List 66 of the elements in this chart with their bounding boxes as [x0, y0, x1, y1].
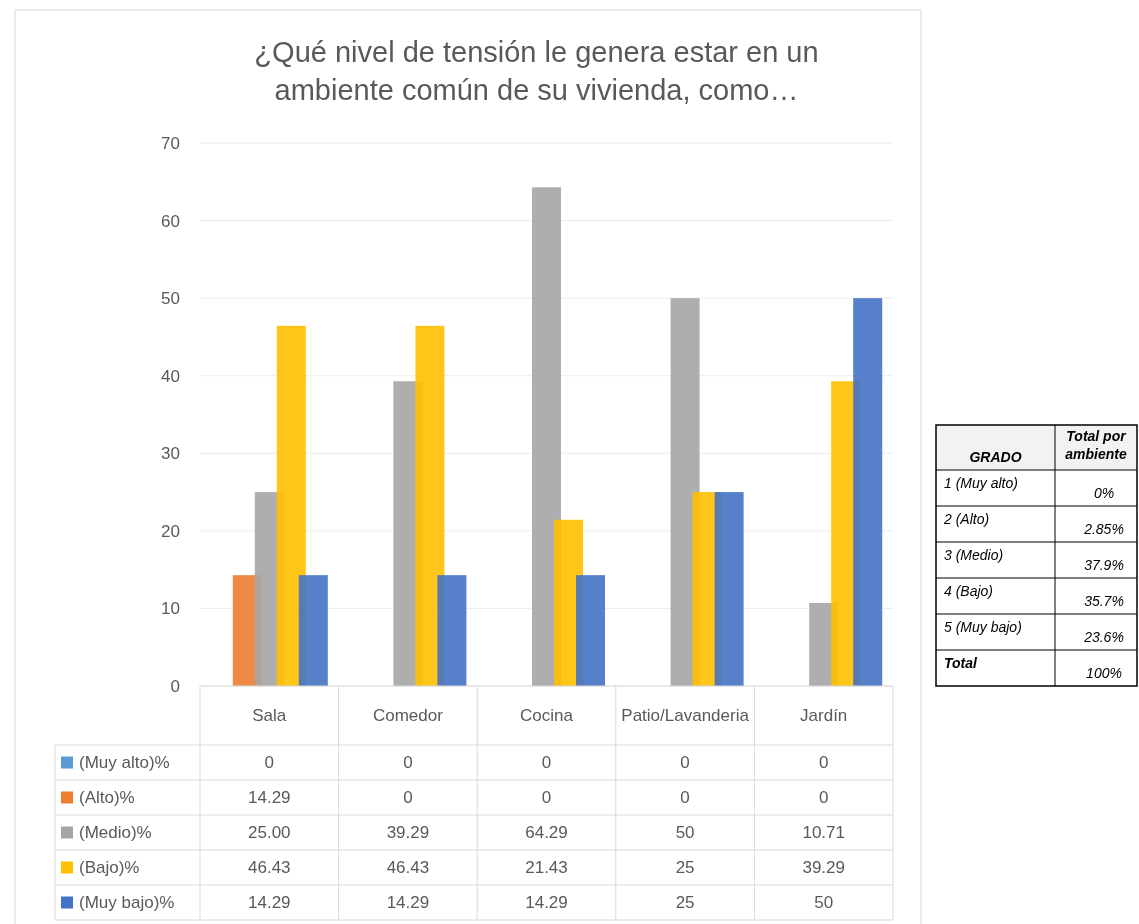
- text: 100%: [1086, 665, 1122, 681]
- text: Total por ambiente: [1065, 428, 1128, 462]
- data-label: 0: [680, 753, 690, 773]
- data-label: 64.29: [525, 823, 568, 843]
- bar: [853, 298, 883, 686]
- category-label: 1 (Muy alto): [944, 475, 1018, 491]
- y-tick-label: 0: [170, 676, 180, 696]
- data-label: 0: [680, 788, 690, 808]
- y-tick-label: 50: [161, 289, 180, 309]
- x-tick-label: Sala: [252, 706, 287, 726]
- data-label: 50: [814, 893, 834, 913]
- data-label: 14.29: [525, 893, 568, 913]
- data-label: 0: [264, 753, 275, 773]
- bar: [714, 492, 744, 686]
- text: 23.6%: [1084, 629, 1124, 645]
- y-tick-label: 60: [161, 211, 180, 231]
- data-label: 46.43: [248, 858, 291, 878]
- category-label: Total: [944, 655, 979, 671]
- x-tick-label: Jardín: [800, 706, 848, 726]
- y-tick-label: 40: [161, 366, 180, 386]
- legend-label: (Muy bajo)%: [79, 893, 175, 913]
- bar: [532, 187, 561, 686]
- data-label: 0: [541, 753, 552, 773]
- y-tick-label: 70: [161, 133, 180, 153]
- text: 2.85%: [1084, 521, 1124, 537]
- legend-label: (Alto)%: [79, 788, 135, 808]
- legend-label: (Muy alto)%: [79, 753, 170, 773]
- y-tick-label: 30: [161, 444, 180, 464]
- data-label: 14.29: [386, 893, 430, 913]
- category-label: 4 (Bajo): [944, 583, 994, 599]
- y-tick-label: 10: [161, 599, 180, 619]
- category-label: 2 (Alto): [943, 511, 990, 527]
- data-label: 0: [818, 753, 829, 773]
- data-label: 0: [403, 753, 413, 773]
- data-label: 25: [675, 858, 695, 878]
- text: GRADO: [969, 449, 1022, 465]
- legend-label: (Medio)%: [79, 823, 152, 843]
- bar: [437, 575, 467, 686]
- text: 37.9%: [1084, 557, 1124, 573]
- bar: [576, 575, 605, 686]
- data-label: 25.00: [248, 823, 291, 843]
- text: 0%: [1093, 485, 1115, 501]
- data-label: 50: [675, 823, 695, 843]
- text: 35.7%: [1084, 593, 1124, 609]
- data-label: 25: [675, 893, 695, 913]
- data-label: 14.29: [248, 893, 291, 913]
- data-label: 0: [541, 788, 552, 808]
- data-label: 39.29: [386, 823, 430, 843]
- data-label: 21.43: [525, 858, 568, 878]
- x-tick-label: Patio/Lavanderia: [621, 706, 750, 726]
- data-label: 14.29: [248, 788, 291, 808]
- data-label: 0: [403, 788, 413, 808]
- data-label: 46.43: [386, 858, 430, 878]
- bar: [298, 575, 328, 686]
- bar: [276, 325, 306, 686]
- x-tick-label: Comedor: [372, 706, 444, 726]
- category-label: 5 (Muy bajo): [944, 619, 1022, 635]
- data-label: 39.29: [802, 858, 845, 878]
- chart-title: ¿Qué nivel de tensión le genera estar en un ambiente común de su vivienda, como…: [254, 36, 819, 106]
- x-tick-label: Cocina: [520, 706, 574, 726]
- data-label: 0: [818, 788, 829, 808]
- y-tick-label: 20: [161, 521, 180, 541]
- category-label: 3 (Medio): [944, 547, 1004, 563]
- legend-label: (Bajo)%: [79, 858, 140, 878]
- bar: [415, 325, 445, 686]
- data-label: 10.71: [802, 823, 845, 843]
